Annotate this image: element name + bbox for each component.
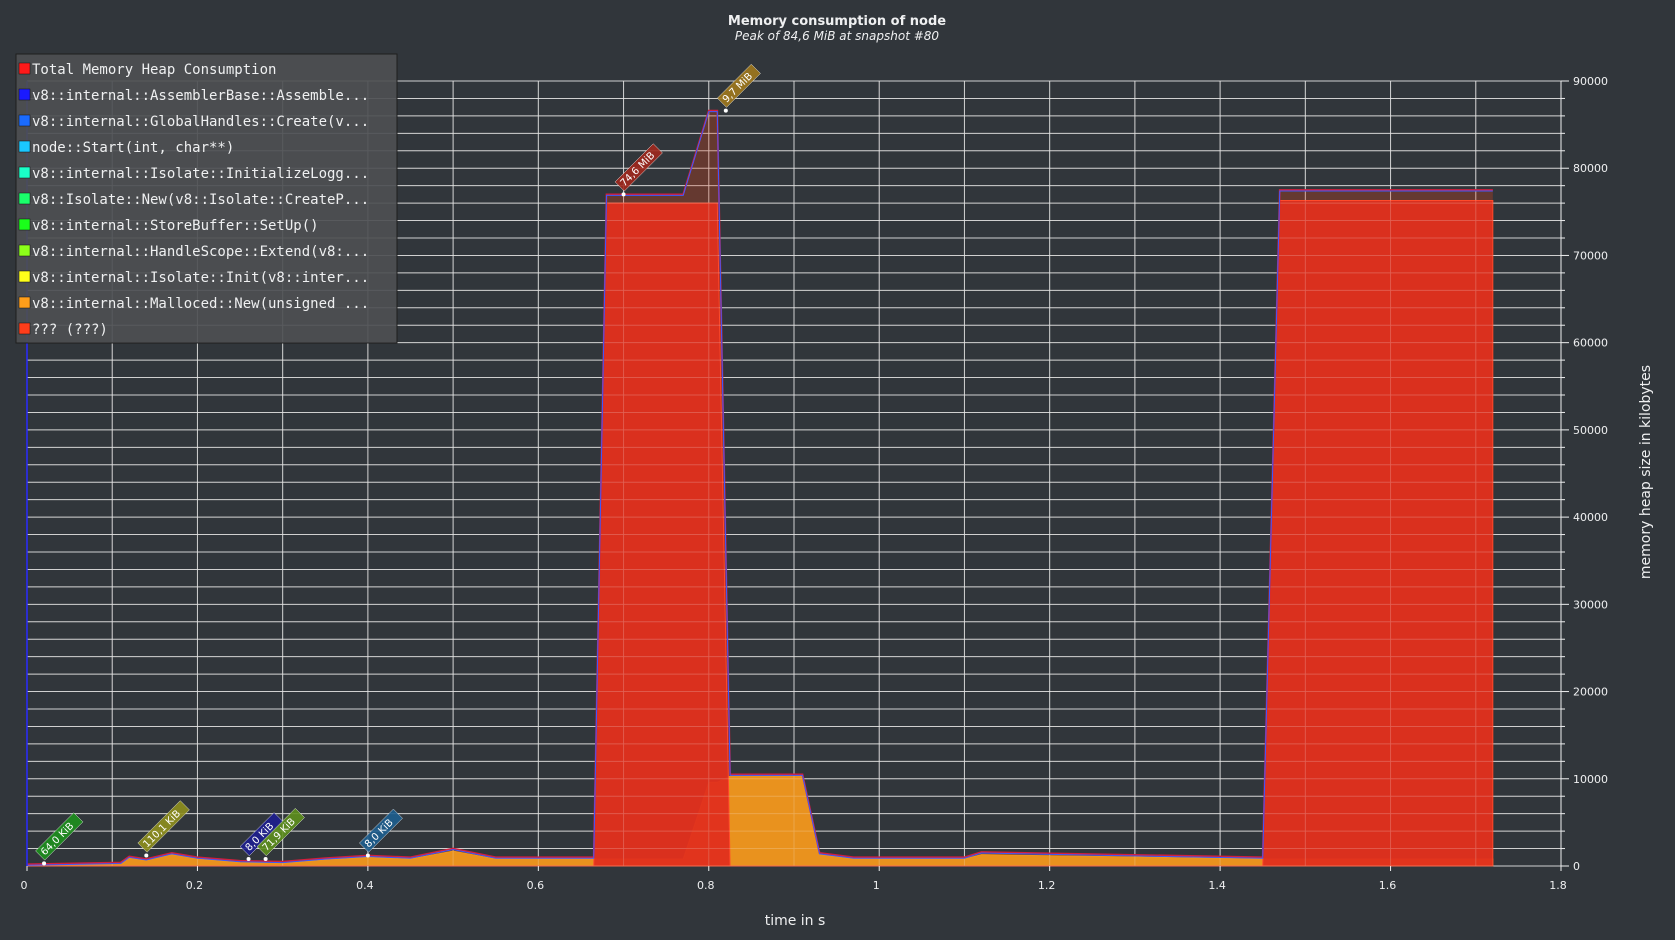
legend-swatch (18, 270, 31, 283)
legend-swatch (18, 88, 31, 101)
y-tick-label: 80000 (1573, 162, 1608, 175)
peak-marker (263, 857, 268, 862)
legend-swatch (18, 166, 31, 179)
legend-label: v8::internal::Isolate::InitializeLogg... (32, 166, 369, 182)
legend-label: v8::Isolate::New(v8::Isolate::CreateP... (32, 192, 369, 208)
peak-label: 64,0 KiB (39, 821, 76, 858)
y-tick-label: 10000 (1573, 773, 1608, 786)
chart-title: Memory consumption of node (728, 14, 946, 29)
peak-label-bg (137, 800, 190, 853)
peak-annotation: 110,1 KiB (137, 800, 190, 853)
legend-label: Total Memory Heap Consumption (32, 62, 276, 78)
peak-label-bg (359, 808, 403, 853)
legend-label: v8::internal::Malloced::New(unsigned ... (32, 296, 369, 312)
x-tick-label: 1.2 (1038, 879, 1056, 892)
legend-label: v8::internal::AssemblerBase::Assemble... (32, 88, 369, 104)
x-tick-label: 1.6 (1379, 879, 1397, 892)
x-tick-label: 0.8 (697, 879, 715, 892)
x-tick-label: 1.8 (1549, 879, 1567, 892)
x-tick-label: 1.4 (1208, 879, 1226, 892)
x-axis-title: time in s (765, 913, 826, 929)
y-axis-title: memory heap size in kilobytes (1638, 365, 1654, 579)
legend-label: v8::internal::Isolate::Init(v8::inter... (32, 270, 369, 286)
peak-marker (621, 192, 626, 197)
y-tick-label: 60000 (1573, 337, 1608, 350)
y-tick-label: 20000 (1573, 686, 1608, 699)
legend: Total Memory Heap Consumptionv8::interna… (15, 53, 398, 344)
legend-swatch (18, 192, 31, 205)
x-tick-label: 0.4 (356, 879, 374, 892)
legend-swatch (18, 62, 31, 75)
legend-swatch (18, 218, 31, 231)
x-tick-label: 0.6 (527, 879, 545, 892)
legend-box (15, 53, 398, 344)
y-axis: 0 10000 20000 30000 40000 50000 60000 70000 8000… (1560, 75, 1608, 873)
peak-marker (246, 857, 251, 862)
series-line-total (26, 109, 1493, 866)
legend-label: v8::internal::GlobalHandles::Create(v... (32, 114, 369, 130)
legend-swatch (18, 244, 31, 257)
y-tick-label: 50000 (1573, 424, 1608, 437)
x-axis: 0 0.2 0.4 0.6 0.8 1 1.2 1.4 1.6 1.8 (21, 866, 1567, 892)
legend-label: node::Start(int, char**) (32, 140, 234, 156)
legend-swatch (18, 296, 31, 309)
peak-marker (365, 853, 370, 858)
y-tick-label: 90000 (1573, 75, 1608, 88)
legend-label: v8::internal::StoreBuffer::SetUp() (32, 218, 319, 234)
x-tick-label: 0.2 (186, 879, 204, 892)
legend-swatch (18, 140, 31, 153)
peak-label-bg (35, 812, 84, 861)
x-tick-label: 0 (21, 879, 28, 892)
peak-label-bg (717, 63, 761, 108)
peak-label: 9,7 MiB (721, 71, 755, 105)
peak-marker (144, 853, 149, 858)
peak-label: 74,6 MiB (619, 150, 658, 189)
legend-swatch (18, 114, 31, 127)
peak-marker (723, 108, 728, 113)
peak-marker (42, 861, 47, 866)
peak-label: 110,1 KiB (141, 808, 183, 850)
y-tick-label: 0 (1573, 860, 1580, 873)
y-tick-label: 40000 (1573, 511, 1608, 524)
peak-label-bg (256, 808, 305, 857)
y-tick-label: 30000 (1573, 598, 1608, 611)
legend-swatch (18, 322, 31, 335)
series-line-assemblerbase (26, 111, 1493, 866)
chart-subtitle: Peak of 84,6 MiB at snapshot #80 (735, 29, 939, 43)
x-tick-label: 1 (873, 879, 880, 892)
legend-label: ??? (???) (32, 322, 108, 338)
peak-annotation: 64,0 KiB (35, 812, 84, 861)
peak-label-bg (614, 143, 663, 192)
peak-annotation: 9,7 MiB (717, 63, 761, 108)
legend-label: v8::internal::HandleScope::Extend(v8:... (32, 244, 369, 260)
y-tick-label: 70000 (1573, 249, 1608, 262)
